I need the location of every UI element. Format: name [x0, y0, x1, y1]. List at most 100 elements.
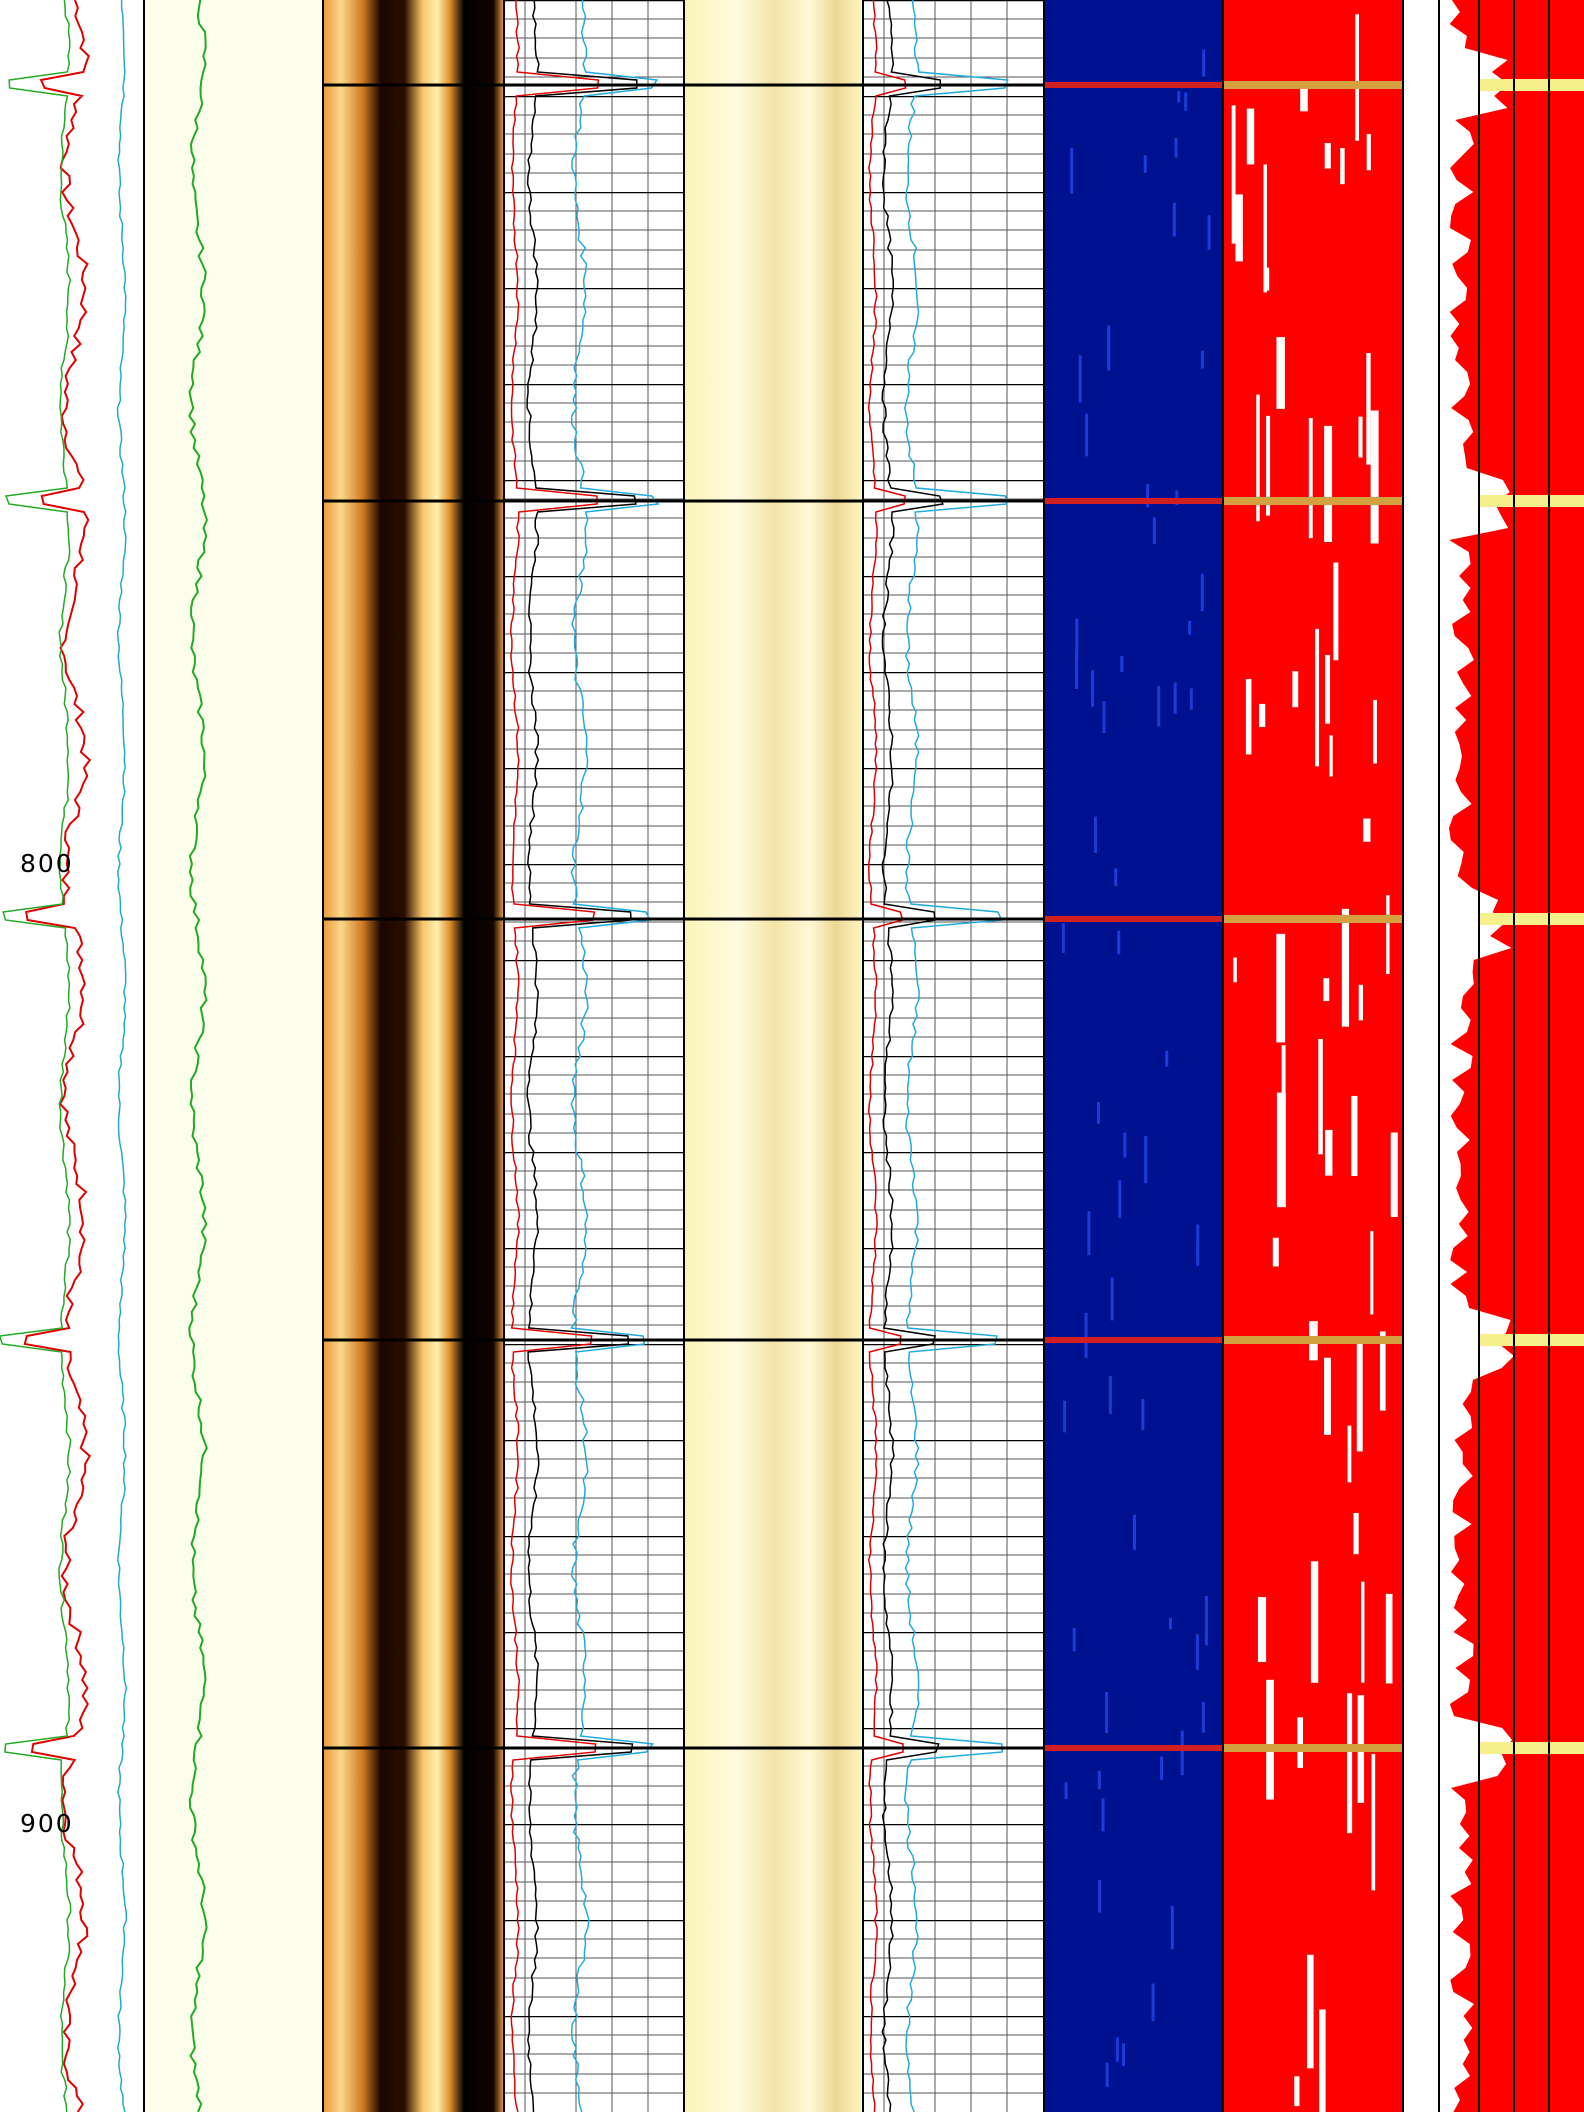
streak	[1245, 679, 1252, 755]
streak	[1177, 91, 1181, 103]
streak	[1324, 1129, 1333, 1176]
streak	[1233, 957, 1237, 983]
image-track-blue	[1044, 0, 1223, 2112]
streak	[1072, 1628, 1076, 1652]
streak	[1257, 1597, 1267, 1663]
streak	[1370, 1231, 1374, 1315]
streak	[1324, 143, 1331, 169]
streak	[1115, 2037, 1119, 2062]
streak	[1276, 933, 1286, 1043]
bed-band	[1480, 913, 1584, 925]
streak	[1144, 1135, 1148, 1184]
streak	[1310, 1561, 1319, 1683]
streak	[1324, 425, 1333, 543]
bed-band	[1223, 1744, 1403, 1752]
streak	[1207, 215, 1211, 250]
streak	[1351, 1095, 1358, 1176]
streak	[1064, 1782, 1068, 1799]
bed-band	[1044, 1337, 1223, 1343]
streak	[1107, 325, 1111, 371]
streak	[1087, 1211, 1091, 1256]
streak	[1235, 194, 1243, 262]
streak	[1294, 2076, 1300, 2107]
streak	[1353, 1512, 1359, 1555]
depth-label: 900	[20, 1809, 74, 1838]
log-curve	[188, 0, 208, 2112]
streak	[1329, 735, 1333, 777]
streak	[1097, 1102, 1101, 1124]
streak	[1276, 1092, 1286, 1208]
streak	[1172, 202, 1176, 237]
streak	[1265, 267, 1270, 291]
streak	[1120, 655, 1124, 673]
streak	[1315, 628, 1320, 767]
streak	[1370, 410, 1379, 544]
log-curve	[881, 0, 944, 2112]
streak	[1084, 1312, 1088, 1358]
streak	[1196, 1245, 1200, 1259]
bed-band	[1480, 495, 1584, 507]
streak	[1256, 394, 1260, 522]
bed-band	[1223, 497, 1403, 505]
streak	[1246, 108, 1255, 165]
image-track-yellow	[684, 0, 863, 2112]
streak	[1308, 417, 1313, 539]
streak	[1333, 562, 1339, 661]
streak	[1188, 620, 1192, 635]
streak	[1281, 1045, 1286, 1102]
streak	[1165, 1050, 1169, 1067]
grid-track	[863, 0, 1044, 2112]
streak	[1075, 650, 1079, 689]
streak	[1170, 1905, 1174, 1950]
streak	[1347, 1693, 1353, 1834]
streak	[1141, 1399, 1145, 1431]
log-curve	[509, 0, 600, 2112]
bed-band	[1223, 81, 1403, 89]
log-curve	[23, 0, 92, 2112]
streak	[1259, 703, 1266, 728]
streak	[1341, 908, 1350, 1027]
streak	[1319, 2009, 1326, 2112]
streak	[1160, 1756, 1164, 1780]
streak	[1105, 1692, 1109, 1734]
depth-label: 800	[20, 849, 74, 878]
streak	[1157, 685, 1161, 727]
streak	[1078, 355, 1082, 403]
streak	[1300, 82, 1308, 112]
streak	[1151, 1983, 1155, 2022]
streak	[1231, 105, 1236, 244]
image-track-orange	[323, 0, 504, 2112]
profile	[1403, 0, 1514, 2112]
streak	[1168, 1617, 1172, 1630]
streak	[1324, 1357, 1331, 1435]
streak	[1063, 1400, 1067, 1433]
streak	[1366, 352, 1371, 465]
streak	[1200, 573, 1204, 612]
streak	[1108, 1376, 1112, 1414]
streak	[1061, 923, 1065, 953]
streak	[1385, 1593, 1393, 1684]
streak	[1101, 1798, 1105, 1832]
streak	[1175, 490, 1179, 506]
streak	[1266, 1679, 1274, 1800]
streak	[1143, 155, 1147, 173]
streak	[1356, 1341, 1363, 1452]
streak	[1075, 618, 1079, 661]
bed-band	[1044, 1745, 1223, 1751]
streak	[1323, 978, 1330, 1002]
streak	[1363, 818, 1371, 842]
streak	[1366, 133, 1371, 171]
streak	[1098, 1879, 1102, 1913]
streak	[1174, 138, 1178, 158]
streak	[1371, 1754, 1376, 1891]
streak	[1094, 816, 1098, 853]
streak	[1202, 49, 1206, 77]
streak	[1325, 654, 1331, 724]
streak	[1347, 1425, 1352, 1483]
log-curve	[569, 0, 660, 2112]
streak	[1117, 930, 1121, 955]
streak	[1097, 1770, 1101, 1790]
streak	[1105, 2062, 1109, 2087]
streak	[1204, 1595, 1208, 1646]
